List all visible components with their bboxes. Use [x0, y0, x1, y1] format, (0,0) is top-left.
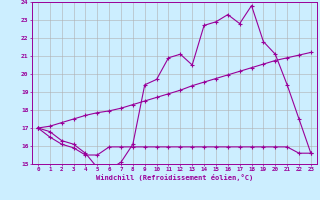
- X-axis label: Windchill (Refroidissement éolien,°C): Windchill (Refroidissement éolien,°C): [96, 174, 253, 181]
